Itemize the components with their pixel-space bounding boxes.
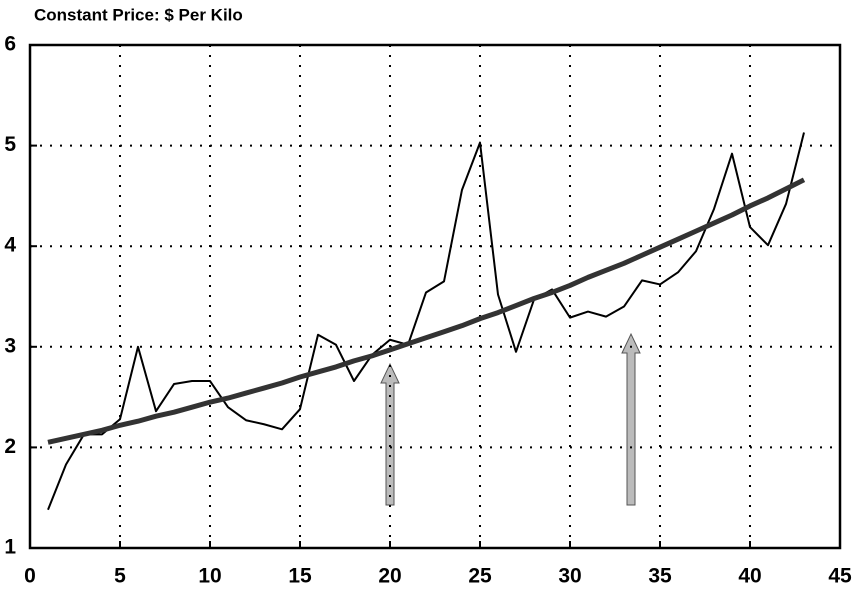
chart-title: Constant Price: $ Per Kilo [34,5,243,24]
arrows [380,332,641,506]
x-tick-label: 25 [468,565,492,588]
trend-line [47,177,806,445]
x-tick-label: 40 [738,565,761,588]
x-tick-label: 20 [378,565,401,588]
x-tick-label: 0 [24,565,36,588]
x-tick-label: 5 [114,565,126,588]
x-tick-label: 30 [558,565,581,588]
y-tick-label: 6 [4,33,16,56]
x-tick-label: 35 [648,565,672,588]
arrow [621,332,641,506]
plot-frame [28,43,842,550]
x-tick-label: 45 [828,565,852,588]
y-tick-label: 3 [4,334,16,357]
y-tick-label: 5 [4,133,16,156]
y-tick-label: 1 [4,536,16,559]
y-tick-label: 4 [4,234,16,257]
data-line [47,132,805,511]
x-tick-label: 15 [288,565,312,588]
x-tick-label: 10 [198,565,221,588]
y-tick-label: 2 [4,435,16,458]
arrow [380,362,400,506]
